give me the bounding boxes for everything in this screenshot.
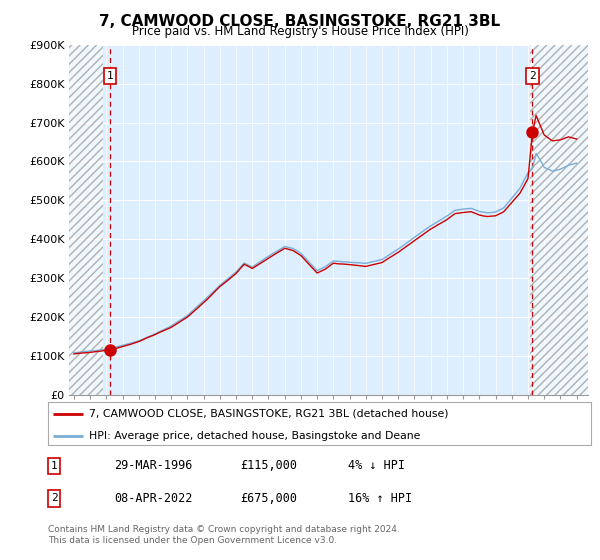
Text: Price paid vs. HM Land Registry's House Price Index (HPI): Price paid vs. HM Land Registry's House … (131, 25, 469, 38)
Text: 29-MAR-1996: 29-MAR-1996 (114, 459, 193, 473)
Text: 08-APR-2022: 08-APR-2022 (114, 492, 193, 505)
Text: 7, CAMWOOD CLOSE, BASINGSTOKE, RG21 3BL (detached house): 7, CAMWOOD CLOSE, BASINGSTOKE, RG21 3BL … (89, 409, 448, 419)
Text: 16% ↑ HPI: 16% ↑ HPI (348, 492, 412, 505)
Text: 1: 1 (107, 71, 113, 81)
Text: 2: 2 (50, 493, 58, 503)
Text: £675,000: £675,000 (240, 492, 297, 505)
Text: Contains HM Land Registry data © Crown copyright and database right 2024.
This d: Contains HM Land Registry data © Crown c… (48, 525, 400, 545)
Bar (69, 45, 103, 395)
Text: 1: 1 (50, 461, 58, 471)
Text: 7, CAMWOOD CLOSE, BASINGSTOKE, RG21 3BL: 7, CAMWOOD CLOSE, BASINGSTOKE, RG21 3BL (100, 14, 500, 29)
Text: £115,000: £115,000 (240, 459, 297, 473)
Text: 2: 2 (529, 71, 536, 81)
Text: HPI: Average price, detached house, Basingstoke and Deane: HPI: Average price, detached house, Basi… (89, 431, 420, 441)
Bar (530, 27, 588, 395)
Bar (69, 27, 103, 395)
Bar (530, 45, 588, 395)
Text: 4% ↓ HPI: 4% ↓ HPI (348, 459, 405, 473)
